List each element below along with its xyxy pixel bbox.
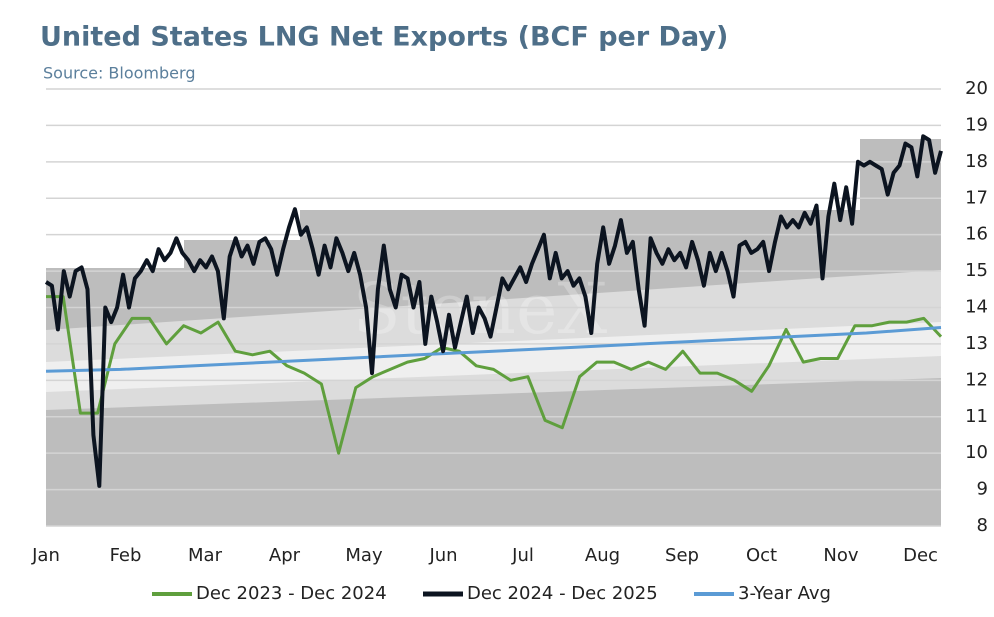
y-tick-label: 15 (965, 260, 988, 281)
y-tick-label: 9 (977, 479, 988, 500)
x-tick-label: Dec (903, 545, 938, 566)
x-tick-label: Jan (31, 545, 60, 566)
legend-label: 3-Year Avg (738, 583, 831, 604)
x-tick-label: Aug (585, 545, 620, 566)
y-tick-label: 8 (977, 515, 988, 536)
legend-label: Dec 2023 - Dec 2024 (196, 583, 387, 604)
x-tick-label: Mar (188, 545, 223, 566)
chart-subtitle: Source: Bloomberg (43, 64, 195, 83)
y-tick-label: 10 (965, 442, 988, 463)
x-tick-label: Oct (746, 545, 777, 566)
x-tick-label: Apr (269, 545, 301, 566)
x-tick-label: Sep (665, 545, 699, 566)
y-tick-label: 14 (965, 297, 988, 318)
y-tick-label: 13 (965, 333, 988, 354)
x-tick-label: Feb (110, 545, 142, 566)
y-tick-label: 11 (965, 406, 988, 427)
y-tick-label: 19 (965, 114, 988, 135)
series-line (46, 295, 943, 455)
series-line (45, 326, 942, 373)
x-tick-label: May (345, 545, 383, 566)
y-tick-label: 12 (965, 369, 988, 390)
y-tick-label: 16 (965, 224, 988, 245)
y-tick-label: 20 (965, 78, 988, 99)
legend-label: Dec 2024 - Dec 2025 (467, 583, 658, 604)
series-line (44, 134, 943, 488)
chart-title: United States LNG Net Exports (BCF per D… (40, 22, 728, 53)
x-tick-label: Jun (428, 545, 457, 566)
x-tick-label: Nov (823, 545, 858, 566)
y-tick-label: 18 (965, 151, 988, 172)
y-tick-label: 17 (965, 187, 988, 208)
x-tick-label: Jul (511, 545, 534, 566)
